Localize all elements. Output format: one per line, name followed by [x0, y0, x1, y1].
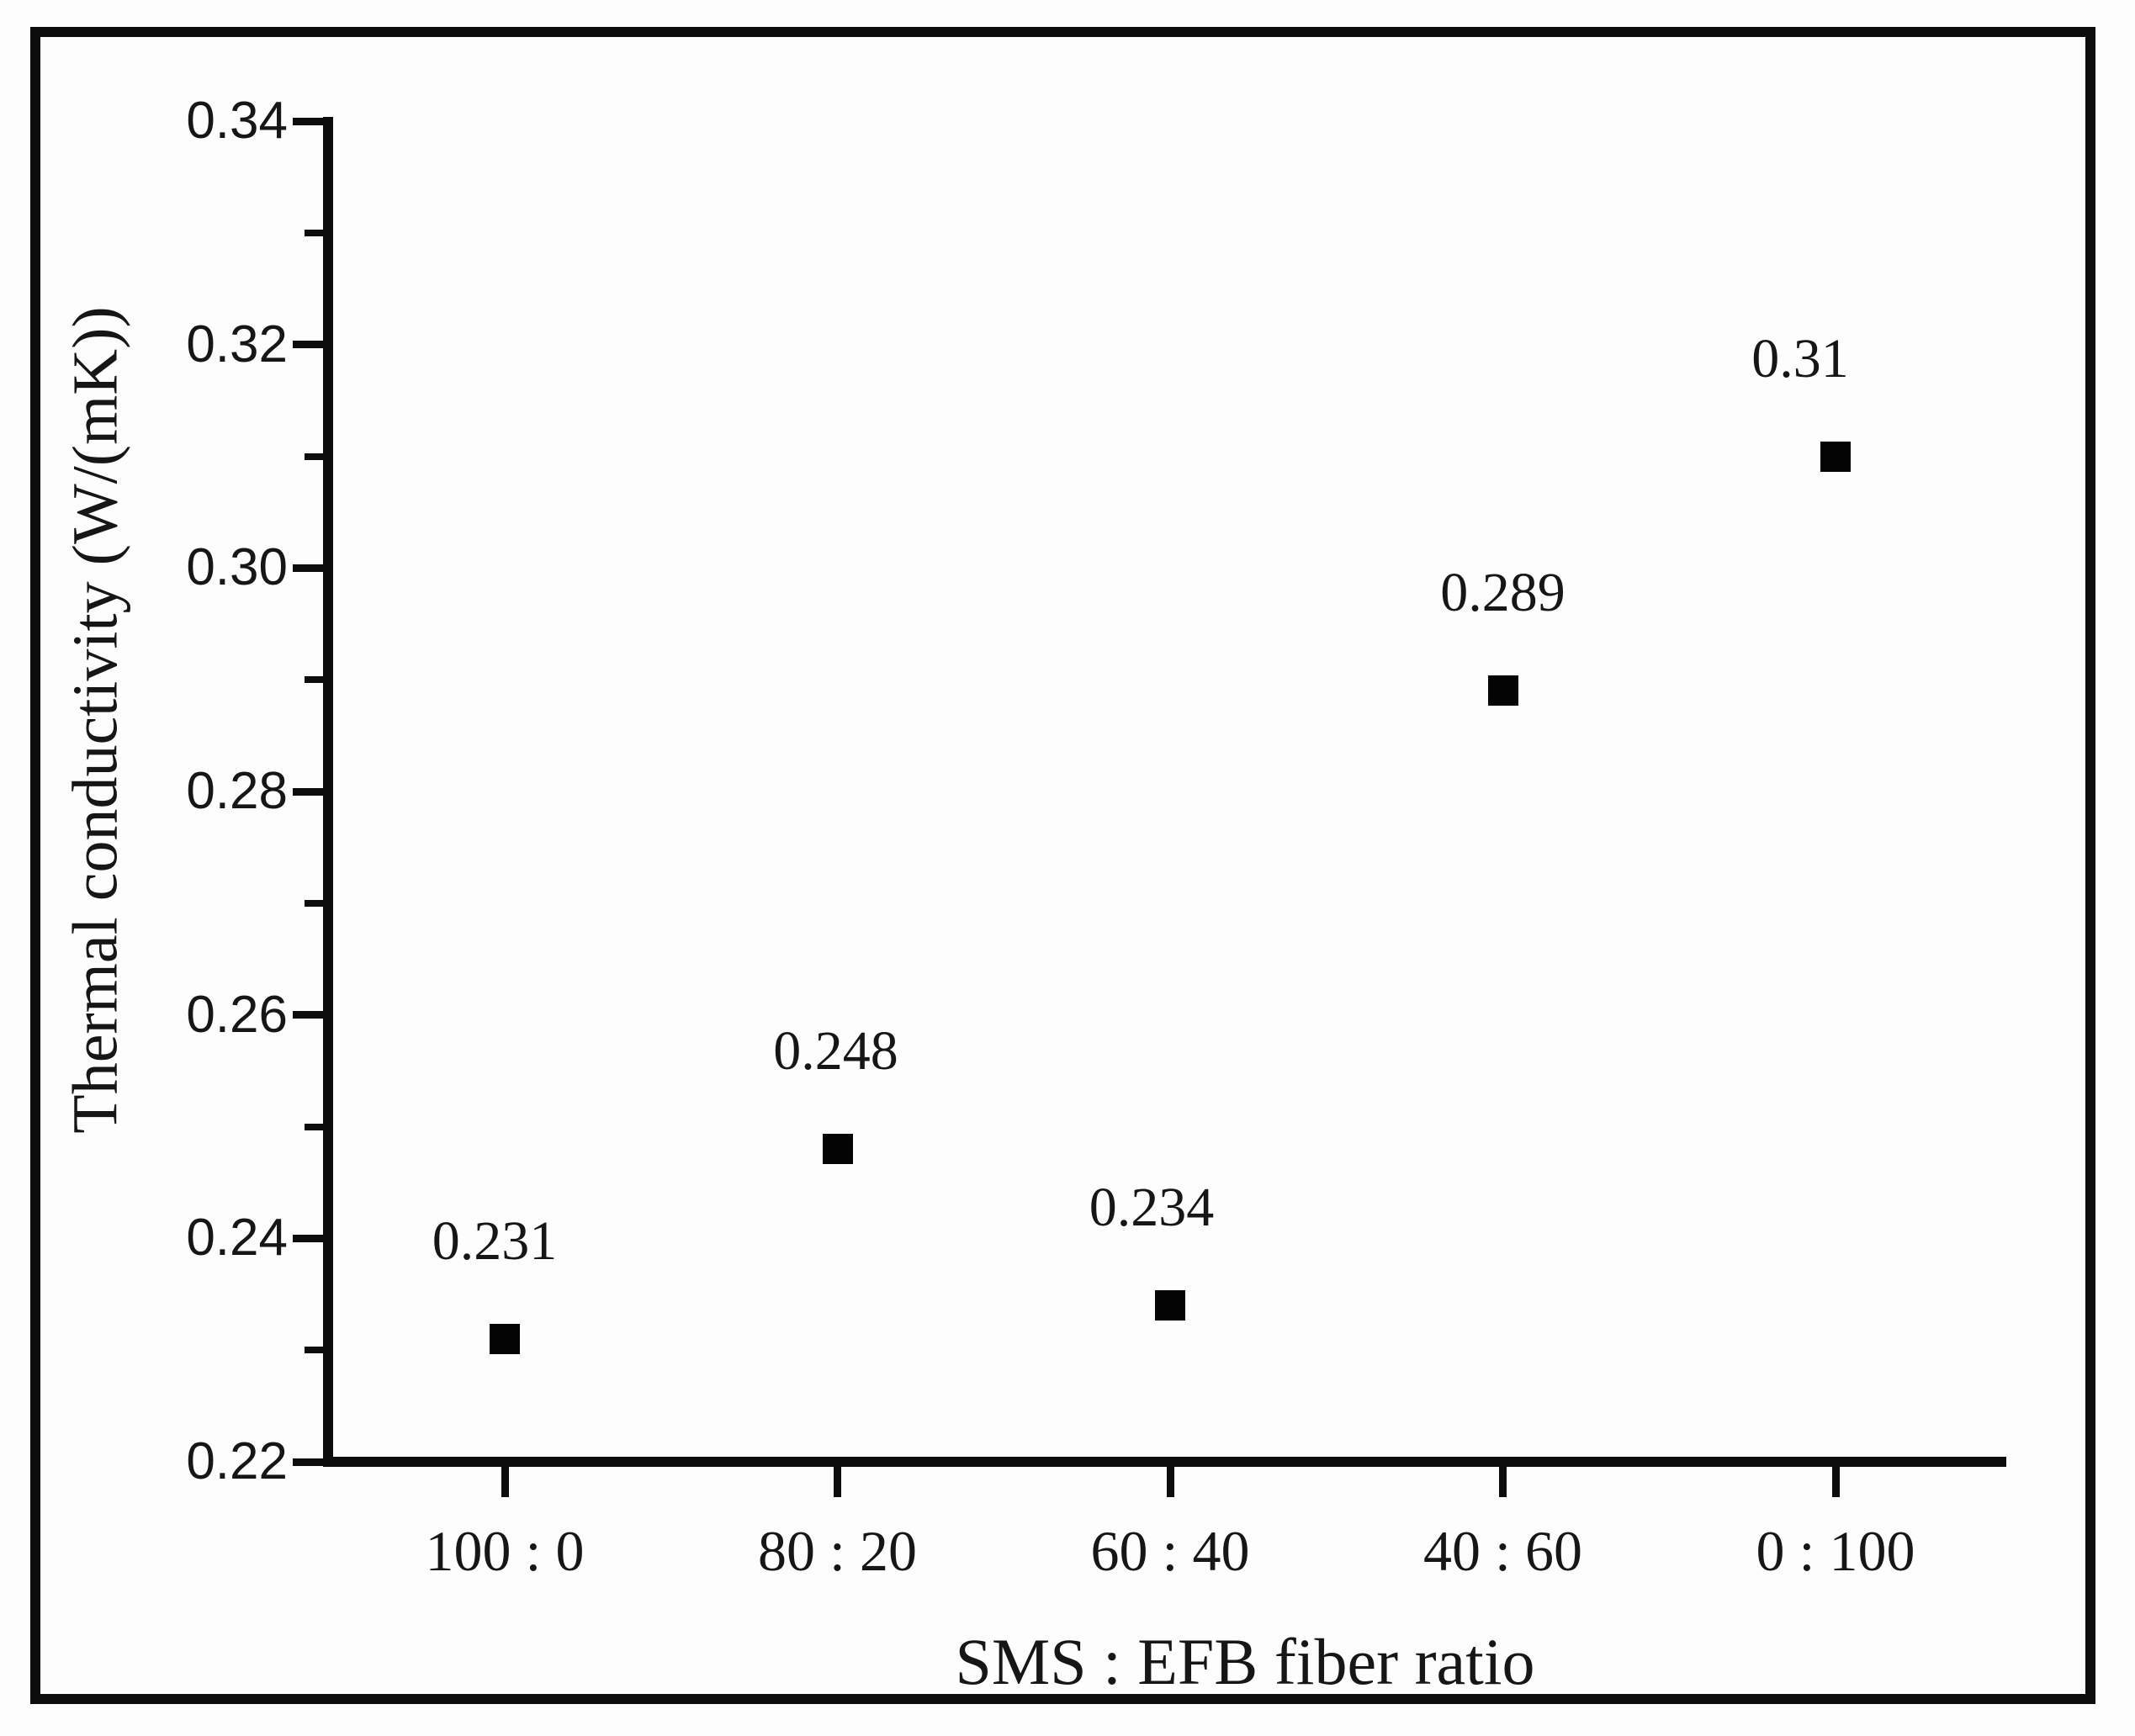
data-point-marker — [1155, 1290, 1185, 1321]
x-tick — [834, 1467, 841, 1497]
data-point-label: 0.248 — [773, 1020, 898, 1082]
y-minor-tick — [305, 676, 323, 684]
y-axis-title: Thermal conductivity (W/(mK)) — [60, 306, 131, 1134]
x-tick — [1831, 1467, 1840, 1497]
y-minor-tick — [305, 229, 323, 236]
data-point-marker — [822, 1134, 853, 1165]
y-tick-label: 0.30 — [186, 538, 288, 597]
data-point-label: 0.234 — [1089, 1177, 1215, 1239]
x-tick — [1499, 1467, 1507, 1497]
x-tick — [501, 1467, 509, 1497]
x-axis-line — [323, 1457, 2006, 1467]
data-point-marker — [1820, 441, 1851, 472]
y-minor-tick — [305, 1347, 323, 1354]
y-tick-label: 0.22 — [186, 1432, 288, 1490]
y-minor-tick — [305, 899, 323, 907]
x-tick-label: 80 : 20 — [758, 1519, 917, 1583]
y-major-tick — [293, 1011, 323, 1019]
y-major-tick — [293, 787, 323, 796]
data-point-marker — [1487, 675, 1518, 707]
x-tick-label: 60 : 40 — [1090, 1519, 1250, 1583]
y-tick-label: 0.24 — [186, 1209, 288, 1268]
x-tick-label: 40 : 60 — [1423, 1519, 1582, 1583]
data-point-label: 0.231 — [432, 1209, 558, 1272]
y-tick-label: 0.34 — [186, 92, 288, 150]
y-tick-label: 0.32 — [186, 315, 288, 373]
y-tick-label: 0.26 — [186, 985, 288, 1044]
plot-border — [30, 27, 2095, 1704]
data-point-label: 0.31 — [1751, 327, 1849, 389]
x-tick-label: 0 : 100 — [1756, 1519, 1915, 1583]
y-major-tick — [293, 1234, 323, 1242]
y-tick-label: 0.28 — [186, 762, 288, 820]
y-axis-line — [323, 117, 333, 1467]
y-major-tick — [293, 1458, 323, 1466]
y-major-tick — [293, 341, 323, 349]
y-major-tick — [293, 564, 323, 572]
data-point-label: 0.289 — [1440, 562, 1565, 624]
data-point-marker — [490, 1323, 520, 1354]
x-tick-label: 100 : 0 — [425, 1519, 585, 1583]
y-minor-tick — [305, 453, 323, 460]
y-major-tick — [293, 117, 323, 125]
x-axis-title: SMS : EFB fiber ratio — [955, 1625, 1535, 1698]
y-minor-tick — [305, 1123, 323, 1130]
x-tick — [1166, 1467, 1174, 1497]
